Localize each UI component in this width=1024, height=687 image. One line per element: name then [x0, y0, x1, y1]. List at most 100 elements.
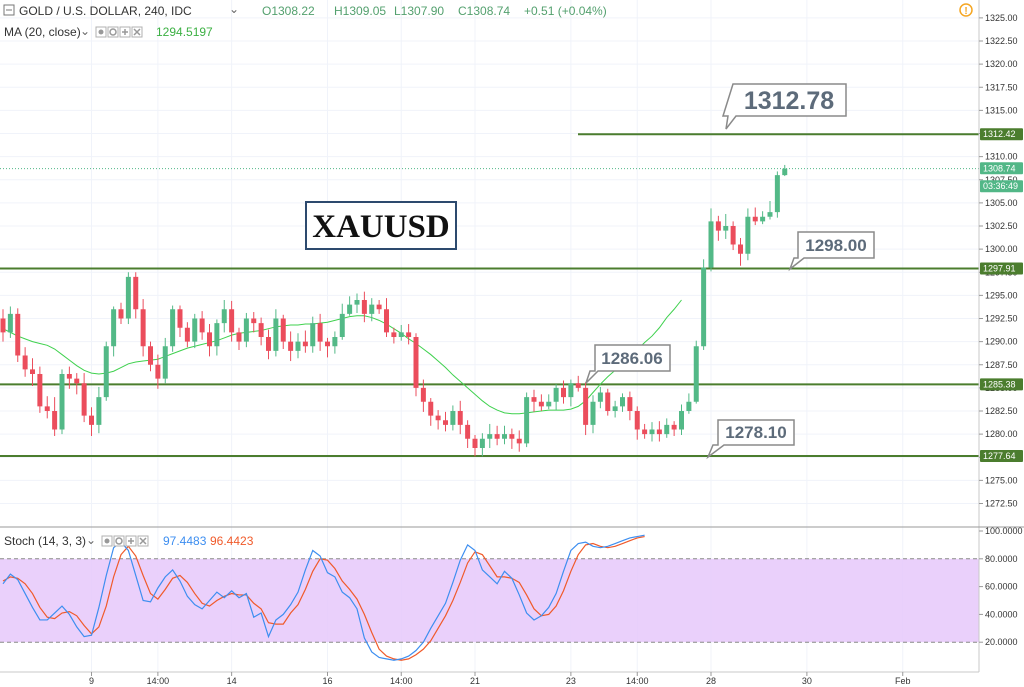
candle[interactable]	[0, 309, 6, 342]
candle[interactable]	[575, 375, 581, 392]
candle[interactable]	[22, 347, 28, 377]
candle[interactable]	[546, 394, 552, 410]
candle[interactable]	[243, 312, 249, 348]
candle[interactable]	[494, 425, 500, 446]
candle[interactable]	[465, 420, 471, 448]
stoch-collapse-chevron-icon[interactable]: ⌄	[86, 533, 96, 547]
candle[interactable]	[339, 303, 345, 340]
candle[interactable]	[155, 354, 161, 389]
candle[interactable]	[774, 171, 780, 218]
callout-1286-06[interactable]: 1286.06	[585, 344, 671, 384]
candle[interactable]	[679, 404, 684, 436]
candle[interactable]	[37, 366, 43, 413]
candle[interactable]	[487, 423, 493, 448]
candle[interactable]	[782, 164, 788, 177]
candle[interactable]	[656, 421, 662, 442]
candle[interactable]	[199, 311, 205, 340]
candle[interactable]	[701, 259, 707, 350]
ma-legend[interactable]: MA (20, close) ⌄ 1294.5197	[4, 24, 213, 39]
candle[interactable]	[177, 305, 183, 337]
candle[interactable]	[443, 411, 448, 432]
candle[interactable]	[524, 392, 530, 448]
candle[interactable]	[538, 394, 544, 411]
candle[interactable]	[642, 423, 648, 439]
candle[interactable]	[686, 393, 692, 414]
candle[interactable]	[738, 238, 743, 266]
candle[interactable]	[561, 380, 566, 404]
candle[interactable]	[7, 306, 13, 338]
candle[interactable]	[583, 382, 589, 436]
stoch-add-icon[interactable]	[125, 535, 137, 547]
candle[interactable]	[214, 319, 220, 356]
candle[interactable]	[472, 435, 478, 457]
candle[interactable]	[170, 305, 176, 352]
candle[interactable]	[767, 201, 773, 220]
candle[interactable]	[111, 306, 117, 357]
candle[interactable]	[30, 358, 35, 387]
candle[interactable]	[310, 316, 316, 353]
candle[interactable]	[280, 314, 286, 350]
candle[interactable]	[347, 296, 353, 316]
candle[interactable]	[693, 340, 699, 404]
candle[interactable]	[103, 341, 109, 401]
candle[interactable]	[398, 324, 404, 341]
candle[interactable]	[745, 208, 751, 261]
candle[interactable]	[251, 312, 257, 333]
candle[interactable]	[531, 389, 537, 412]
candle[interactable]	[428, 398, 434, 426]
candle[interactable]	[509, 428, 515, 449]
candle[interactable]	[15, 308, 21, 362]
candle[interactable]	[391, 327, 397, 344]
ma-remove-icon[interactable]	[131, 26, 143, 38]
candle[interactable]	[664, 418, 670, 438]
ma-settings-icon[interactable]	[107, 26, 119, 38]
candle[interactable]	[118, 302, 124, 325]
symbol-collapse-chevron-icon[interactable]: ⌄	[229, 2, 239, 16]
candle[interactable]	[66, 366, 72, 389]
candle[interactable]	[479, 433, 485, 457]
candle[interactable]	[605, 388, 611, 416]
candle[interactable]	[59, 369, 65, 435]
candle[interactable]	[406, 324, 412, 345]
ma-collapse-chevron-icon[interactable]: ⌄	[80, 24, 90, 38]
candle[interactable]	[125, 272, 131, 325]
callout-1298-00[interactable]: 1298.00	[788, 231, 875, 272]
candle[interactable]	[612, 400, 618, 418]
candle[interactable]	[332, 331, 338, 354]
candle[interactable]	[354, 293, 360, 313]
candle[interactable]	[221, 300, 227, 333]
candle[interactable]	[715, 215, 721, 241]
stoch-remove-icon[interactable]	[137, 535, 149, 547]
candle[interactable]	[317, 313, 323, 351]
candle[interactable]	[89, 407, 94, 436]
candle[interactable]	[52, 397, 58, 436]
candle[interactable]	[302, 330, 308, 353]
candle[interactable]	[450, 405, 456, 431]
candle[interactable]	[236, 327, 242, 350]
candle[interactable]	[760, 211, 766, 225]
stoch-settings-icon[interactable]	[113, 535, 125, 547]
candle[interactable]	[361, 291, 367, 323]
stoch-visibility-icon[interactable]	[101, 535, 113, 547]
alert-warning-icon[interactable]: !	[959, 3, 973, 17]
candle[interactable]	[229, 300, 235, 342]
candle[interactable]	[723, 213, 729, 239]
candle[interactable]	[620, 393, 625, 412]
candle[interactable]	[288, 331, 294, 362]
candle[interactable]	[96, 386, 102, 434]
callout-1312-78[interactable]: 1312.78	[721, 83, 847, 130]
candle[interactable]	[44, 396, 50, 419]
collapse-square-icon[interactable]	[3, 4, 15, 16]
candle[interactable]	[81, 373, 87, 423]
candle[interactable]	[140, 299, 146, 357]
candle[interactable]	[295, 333, 301, 359]
candle[interactable]	[413, 333, 419, 397]
candle[interactable]	[162, 337, 168, 384]
candle[interactable]	[708, 208, 714, 272]
ma-add-icon[interactable]	[119, 26, 131, 38]
candle[interactable]	[590, 395, 596, 434]
candle[interactable]	[597, 386, 603, 409]
candle[interactable]	[184, 322, 190, 348]
candle[interactable]	[627, 391, 633, 421]
